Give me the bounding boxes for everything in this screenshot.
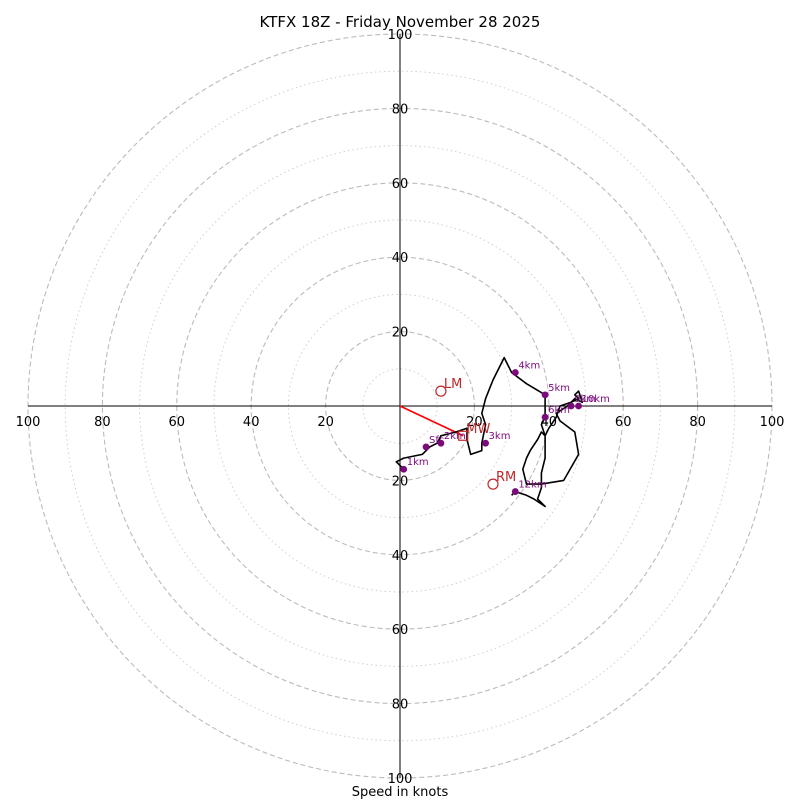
- storm-motion-group: LM RM MW: [435, 377, 516, 490]
- height-label-9km: 9km: [574, 394, 596, 405]
- height-point-6km: [541, 413, 549, 421]
- height-label-3km: 3km: [489, 431, 511, 442]
- height-label-4km: 4km: [518, 361, 540, 372]
- storm-motion-label-RM: RM: [496, 470, 516, 485]
- x-axis-label: Speed in knots: [352, 785, 449, 800]
- height-label-10km: 10km: [582, 394, 610, 405]
- height-point-1km: [400, 465, 408, 473]
- storm-motion-RM: [487, 478, 499, 490]
- hodograph-trace-group: [395, 356, 584, 508]
- height-point-12km: [511, 488, 519, 495]
- storm-motion-LM: [435, 385, 447, 397]
- tick-down-40: 40: [392, 549, 409, 564]
- height-point-Sfc: [422, 443, 430, 451]
- height-point-2km: [437, 439, 445, 447]
- tick-left-20: 20: [317, 415, 334, 430]
- height-label-1km: 1km: [407, 457, 429, 468]
- height-label-6km: 6km: [548, 405, 570, 416]
- height-label-Sfc: Sfc: [429, 435, 444, 446]
- shear-vector: [399, 405, 464, 437]
- tick-labels: 100 80 60 40 20 40 60 80 10020406080100204060801…: [16, 28, 785, 787]
- height-label-12km: 12km: [518, 480, 546, 491]
- height-point-10km: [575, 402, 582, 410]
- height-point-3km: [482, 439, 489, 447]
- tick-down-60: 60: [392, 623, 409, 638]
- chart-title: KTFX 18Z - Friday November 28 2025: [260, 13, 541, 31]
- height-point-4km: [511, 369, 519, 376]
- hodograph-trace: [395, 356, 584, 508]
- tick-left-100: 100: [16, 415, 41, 430]
- storm-motion-label-LM: LM: [444, 377, 462, 392]
- storm-motion-label-MW: MW: [466, 422, 490, 437]
- height-point-5km: [541, 391, 549, 399]
- tick-up-100: 100: [388, 28, 413, 43]
- tick-left-60: 60: [169, 415, 186, 430]
- tick-right-100: 100: [760, 415, 785, 430]
- height-label-2km: 2km: [444, 431, 466, 442]
- tick-up-40: 40: [392, 251, 409, 266]
- tick-right-60: 60: [615, 415, 632, 430]
- shear-vector-group: [399, 405, 464, 437]
- tick-up-80: 80: [392, 102, 409, 117]
- tick-left-80: 80: [94, 415, 111, 430]
- tick-down-100: 100: [388, 772, 413, 787]
- tick-left-40: 40: [243, 415, 260, 430]
- height-label-5km: 5km: [548, 383, 570, 394]
- height-point-9km: [567, 402, 575, 410]
- tick-down-20: 20: [392, 474, 409, 489]
- storm-motion-MW: [458, 430, 469, 441]
- tick-up-20: 20: [392, 326, 409, 341]
- tick-right-80: 80: [689, 415, 706, 430]
- tick-right-20: 20: [466, 415, 483, 430]
- tick-down-80: 80: [392, 698, 409, 713]
- tick-up-60: 60: [392, 177, 409, 192]
